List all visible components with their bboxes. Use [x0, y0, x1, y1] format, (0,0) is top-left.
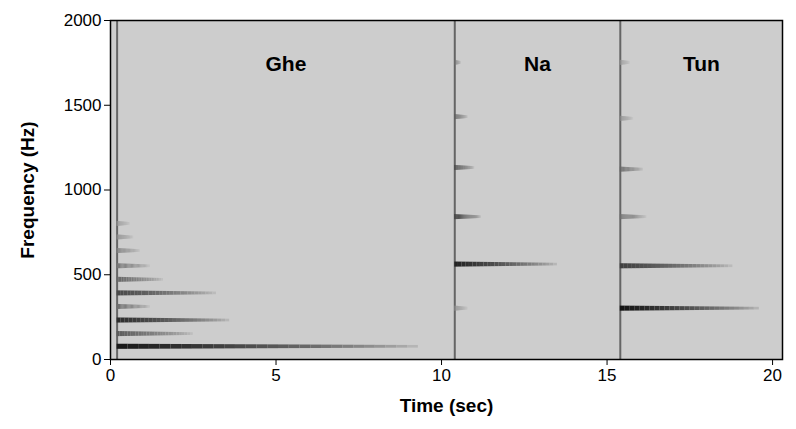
- svg-text:1500: 1500: [64, 96, 102, 115]
- svg-text:15: 15: [598, 366, 617, 385]
- svg-text:Na: Na: [524, 52, 551, 75]
- svg-text:10: 10: [432, 366, 451, 385]
- svg-text:Time (sec): Time (sec): [400, 395, 494, 416]
- svg-text:2000: 2000: [64, 11, 102, 30]
- svg-text:0: 0: [92, 350, 101, 369]
- svg-text:20: 20: [763, 366, 782, 385]
- svg-text:500: 500: [73, 265, 101, 284]
- svg-text:1000: 1000: [64, 180, 102, 199]
- svg-text:0: 0: [106, 366, 115, 385]
- svg-text:Tun: Tun: [683, 52, 720, 75]
- svg-text:5: 5: [271, 366, 280, 385]
- svg-text:Ghe: Ghe: [266, 52, 307, 75]
- svg-text:Frequency (Hz): Frequency (Hz): [17, 121, 38, 258]
